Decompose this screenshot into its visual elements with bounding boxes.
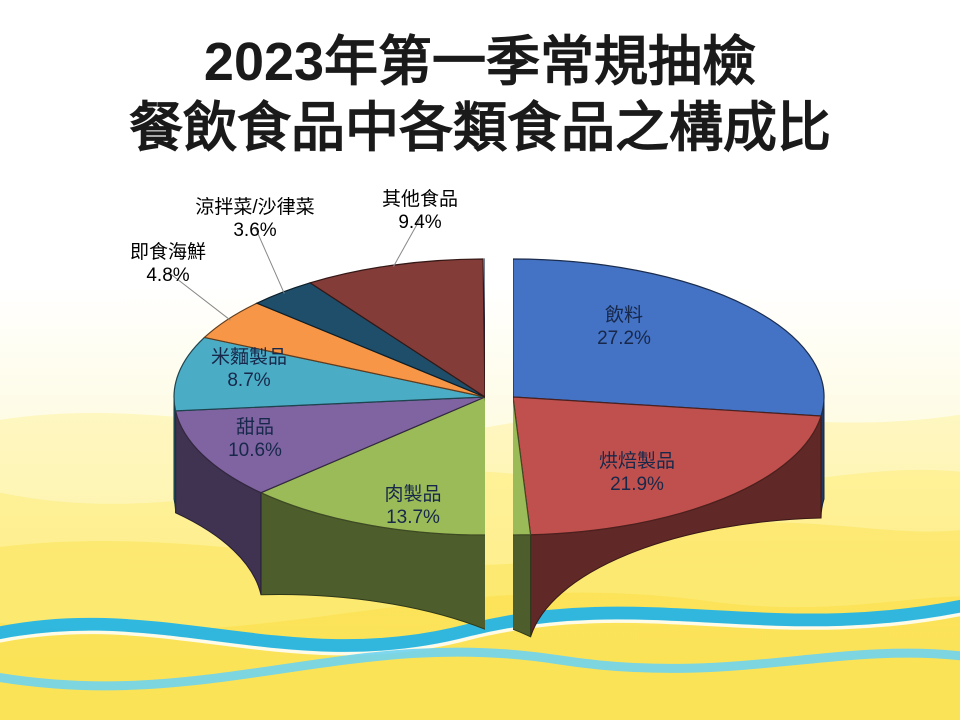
svg-text:肉製品: 肉製品 [384, 483, 441, 505]
svg-text:甜品: 甜品 [236, 416, 274, 438]
svg-text:8.7%: 8.7% [227, 370, 270, 391]
svg-text:4.8%: 4.8% [146, 265, 189, 286]
svg-text:烘焙製品: 烘焙製品 [599, 450, 675, 472]
svg-text:9.4%: 9.4% [398, 212, 441, 233]
svg-text:10.6%: 10.6% [228, 440, 282, 461]
svg-text:米麵製品: 米麵製品 [211, 346, 287, 368]
svg-text:飲料: 飲料 [605, 304, 643, 326]
svg-text:13.7%: 13.7% [386, 507, 440, 528]
svg-text:其他食品: 其他食品 [382, 188, 458, 210]
svg-text:涼拌菜/沙律菜: 涼拌菜/沙律菜 [195, 196, 314, 218]
svg-text:21.9%: 21.9% [610, 474, 664, 495]
svg-text:27.2%: 27.2% [597, 328, 651, 349]
svg-text:3.6%: 3.6% [233, 220, 276, 241]
svg-text:即食海鮮: 即食海鮮 [130, 241, 206, 263]
